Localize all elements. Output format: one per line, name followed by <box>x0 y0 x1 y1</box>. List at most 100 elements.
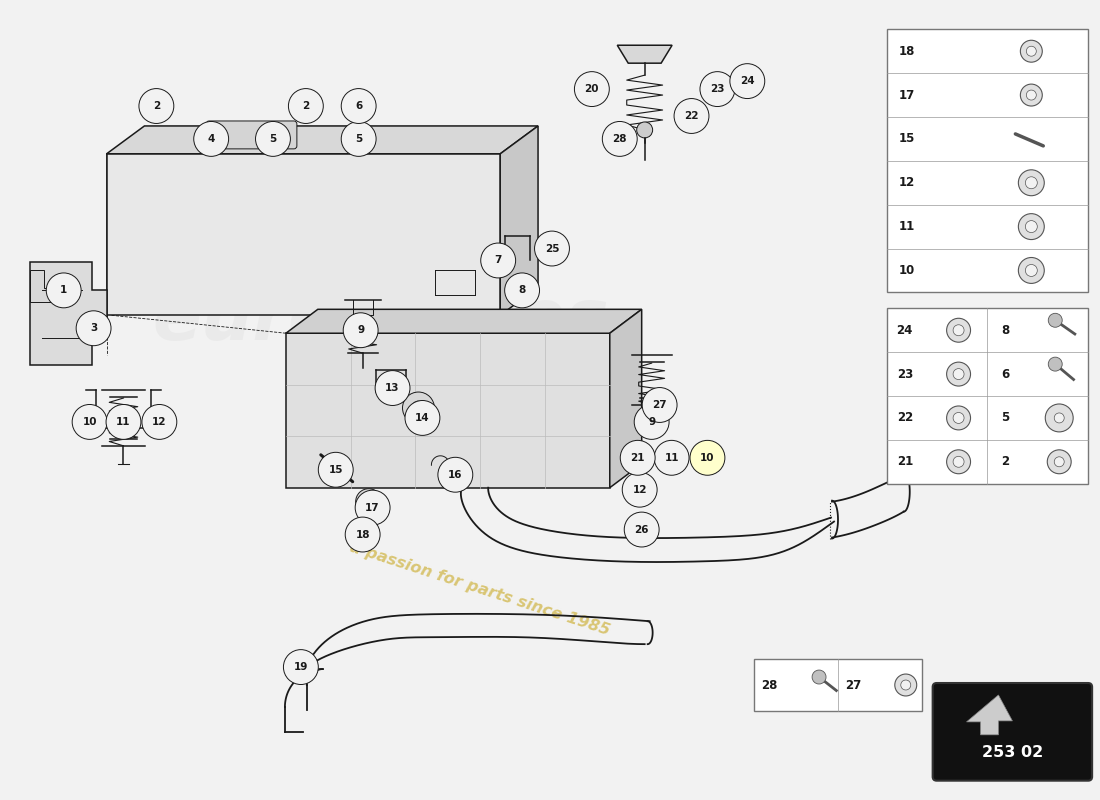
Circle shape <box>403 392 434 424</box>
Circle shape <box>1048 314 1063 327</box>
Circle shape <box>355 489 382 514</box>
Circle shape <box>953 456 964 467</box>
FancyBboxPatch shape <box>887 30 1088 292</box>
Circle shape <box>1025 221 1037 233</box>
Text: 21: 21 <box>630 453 645 462</box>
Text: 10: 10 <box>701 453 715 462</box>
Text: 18: 18 <box>355 530 370 539</box>
Text: 12: 12 <box>632 485 647 494</box>
Circle shape <box>574 72 609 106</box>
FancyBboxPatch shape <box>887 308 1088 484</box>
Circle shape <box>535 231 570 266</box>
Text: 27: 27 <box>845 678 861 691</box>
Text: 2: 2 <box>1001 455 1010 468</box>
Circle shape <box>288 89 323 123</box>
Circle shape <box>1019 170 1044 196</box>
Circle shape <box>654 440 689 475</box>
Text: a passion for parts since 1985: a passion for parts since 1985 <box>349 540 612 638</box>
Circle shape <box>341 122 376 156</box>
Text: 11: 11 <box>899 220 915 233</box>
Text: 14: 14 <box>415 413 430 423</box>
Text: 23: 23 <box>896 367 913 381</box>
Polygon shape <box>500 126 538 315</box>
Polygon shape <box>30 262 107 365</box>
Polygon shape <box>286 310 641 334</box>
Text: 6: 6 <box>355 101 362 111</box>
Text: 25: 25 <box>544 243 559 254</box>
Circle shape <box>730 64 764 98</box>
Circle shape <box>343 313 378 348</box>
Circle shape <box>139 89 174 123</box>
Text: 26: 26 <box>635 525 649 534</box>
Circle shape <box>1054 413 1064 423</box>
Polygon shape <box>286 334 609 488</box>
Text: 15: 15 <box>899 133 915 146</box>
Text: 1: 1 <box>60 286 67 295</box>
Circle shape <box>1025 177 1037 189</box>
Circle shape <box>700 72 735 106</box>
Circle shape <box>624 512 659 547</box>
Text: 28: 28 <box>761 678 778 691</box>
Circle shape <box>1021 84 1043 106</box>
Text: 7: 7 <box>495 255 502 266</box>
Text: 3: 3 <box>90 323 97 334</box>
Circle shape <box>73 405 107 439</box>
Polygon shape <box>967 695 1012 735</box>
Circle shape <box>637 122 652 138</box>
Circle shape <box>1021 40 1043 62</box>
Circle shape <box>947 362 970 386</box>
Text: 4: 4 <box>208 134 214 144</box>
FancyBboxPatch shape <box>206 121 297 149</box>
Text: 253 02: 253 02 <box>982 746 1043 760</box>
Circle shape <box>1025 265 1037 277</box>
Circle shape <box>1026 90 1036 100</box>
Circle shape <box>690 440 725 475</box>
Text: 2: 2 <box>302 101 309 111</box>
Circle shape <box>106 405 141 439</box>
Circle shape <box>635 405 669 439</box>
Text: eurospares: eurospares <box>152 286 609 354</box>
Text: 17: 17 <box>365 502 380 513</box>
Text: 21: 21 <box>896 455 913 468</box>
Text: 10: 10 <box>82 417 97 427</box>
Circle shape <box>349 519 368 539</box>
Circle shape <box>1019 214 1044 239</box>
Text: 8: 8 <box>518 286 526 295</box>
FancyBboxPatch shape <box>933 683 1092 781</box>
Text: 20: 20 <box>584 84 600 94</box>
Circle shape <box>642 387 678 422</box>
Circle shape <box>438 458 473 492</box>
Circle shape <box>947 450 970 474</box>
Circle shape <box>363 496 375 508</box>
Circle shape <box>947 406 970 430</box>
Text: 17: 17 <box>899 89 915 102</box>
Circle shape <box>345 517 381 552</box>
Text: 18: 18 <box>899 45 915 58</box>
Circle shape <box>623 472 657 507</box>
Circle shape <box>46 273 81 308</box>
Circle shape <box>354 525 364 534</box>
FancyBboxPatch shape <box>755 659 922 711</box>
Text: 12: 12 <box>152 417 166 427</box>
Text: 22: 22 <box>896 411 913 425</box>
Circle shape <box>1047 450 1071 474</box>
Text: 5: 5 <box>355 134 362 144</box>
Text: 16: 16 <box>448 470 463 480</box>
Text: 12: 12 <box>899 176 915 190</box>
Polygon shape <box>30 270 69 302</box>
Circle shape <box>947 318 970 342</box>
Circle shape <box>284 650 318 685</box>
Polygon shape <box>107 126 538 154</box>
Circle shape <box>1026 46 1036 56</box>
Circle shape <box>1048 357 1063 371</box>
Circle shape <box>953 325 964 336</box>
Circle shape <box>318 452 353 487</box>
Polygon shape <box>107 154 500 315</box>
Text: 13: 13 <box>385 383 399 393</box>
Circle shape <box>142 405 177 439</box>
Text: 11: 11 <box>664 453 679 462</box>
Text: 19: 19 <box>294 662 308 672</box>
Circle shape <box>505 273 539 308</box>
Text: 28: 28 <box>613 134 627 144</box>
Text: 27: 27 <box>652 400 667 410</box>
